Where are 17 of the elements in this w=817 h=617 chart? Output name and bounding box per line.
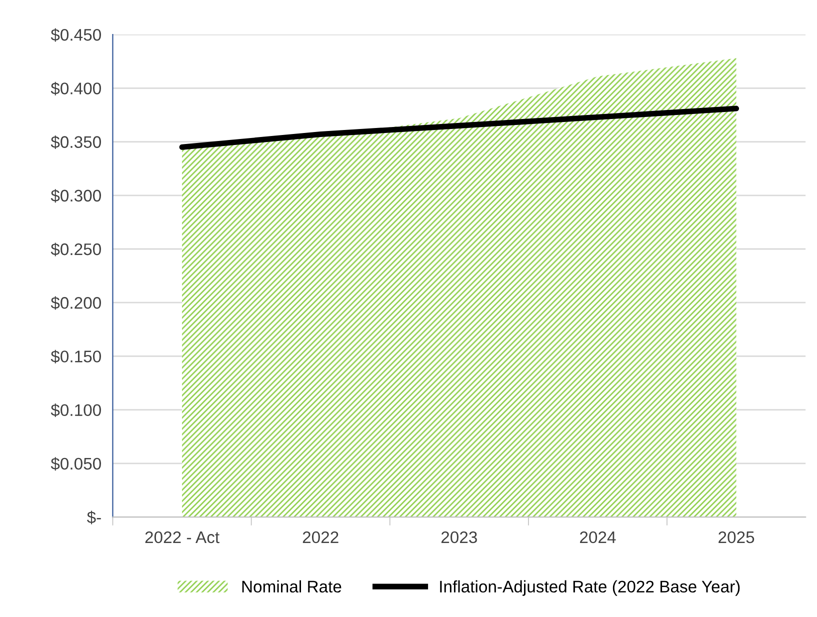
y-tick-label: $0.100 [50,404,101,418]
x-tick-label: 2022 - Act [145,531,220,544]
x-tick-label: 2025 [718,531,754,544]
legend-label: Nominal Rate [242,580,342,593]
y-tick-label: $0.200 [50,296,101,310]
y-tick-label: $0.400 [50,82,101,96]
x-tick-label: 2022 [302,531,338,544]
x-tick-label: 2024 [580,531,616,544]
x-tick-label: 2023 [441,531,477,544]
y-tick-label: $0.250 [50,242,101,256]
y-tick-label: $0.350 [50,135,101,149]
y-tick-label: $- [86,510,101,524]
legend-label: Inflation-Adjusted Rate (2022 Base Year) [440,580,740,596]
y-tick-label: $0.450 [50,28,101,42]
y-tick-label: $0.150 [50,350,101,364]
y-tick-label: $0.050 [50,457,101,471]
y-tick-label: $0.300 [50,189,101,203]
